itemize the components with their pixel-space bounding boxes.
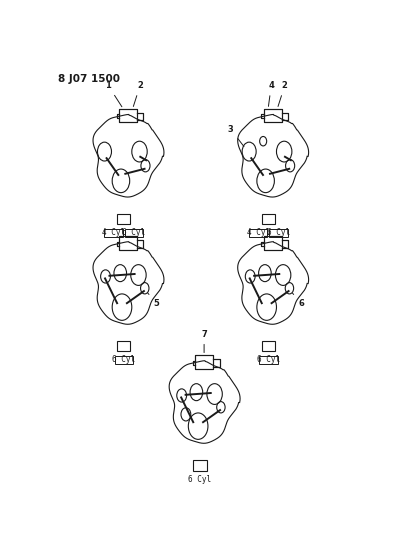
Bar xyxy=(270,229,288,237)
Text: 6 Cyl: 6 Cyl xyxy=(122,228,145,237)
Bar xyxy=(195,356,213,368)
Bar xyxy=(262,214,275,224)
Bar xyxy=(264,109,282,122)
Bar xyxy=(119,236,137,249)
Text: 5: 5 xyxy=(148,293,160,308)
Text: 4 Cyl: 4 Cyl xyxy=(102,228,125,237)
Bar xyxy=(119,236,137,249)
Text: 3: 3 xyxy=(228,125,244,147)
Text: 4 Cyl: 4 Cyl xyxy=(247,228,270,237)
Bar xyxy=(193,460,207,471)
Text: 6: 6 xyxy=(292,293,304,308)
Text: 7: 7 xyxy=(201,330,207,352)
Bar xyxy=(115,356,133,364)
Bar xyxy=(264,109,282,122)
Bar xyxy=(119,109,137,122)
Text: 6 Cyl: 6 Cyl xyxy=(188,474,211,483)
Text: 2: 2 xyxy=(278,81,288,107)
Text: 6 Cyl: 6 Cyl xyxy=(267,228,290,237)
Text: 8 J07 1500: 8 J07 1500 xyxy=(58,74,120,84)
Bar xyxy=(125,229,143,237)
Bar xyxy=(117,214,130,224)
Bar xyxy=(249,229,267,237)
Bar xyxy=(262,341,275,351)
Bar xyxy=(105,229,123,237)
Bar xyxy=(264,236,282,249)
Text: 6 Cyl: 6 Cyl xyxy=(112,356,135,365)
Bar xyxy=(117,341,130,351)
Bar xyxy=(119,109,137,122)
Bar xyxy=(264,236,282,249)
Text: 2: 2 xyxy=(133,81,143,107)
Text: 6 Cyl: 6 Cyl xyxy=(257,356,280,365)
Text: 4: 4 xyxy=(268,81,274,107)
Bar xyxy=(195,356,213,368)
Bar xyxy=(191,475,209,483)
Text: 1: 1 xyxy=(105,81,122,107)
Bar xyxy=(259,356,277,364)
